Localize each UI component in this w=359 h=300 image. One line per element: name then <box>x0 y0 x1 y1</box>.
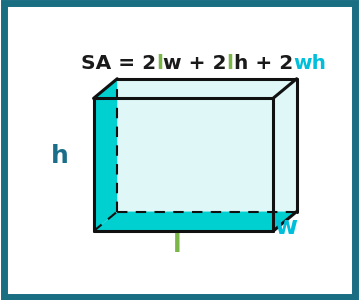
Text: w + 2: w + 2 <box>163 54 227 73</box>
Text: h + 2: h + 2 <box>234 54 293 73</box>
Polygon shape <box>273 79 297 231</box>
Text: l: l <box>173 233 181 257</box>
Text: l: l <box>227 54 234 73</box>
Polygon shape <box>94 79 117 231</box>
Text: l: l <box>156 54 163 73</box>
Polygon shape <box>94 98 273 231</box>
Text: h: h <box>51 144 69 168</box>
Polygon shape <box>94 79 297 98</box>
Text: SA = 2: SA = 2 <box>81 54 156 73</box>
Text: wh: wh <box>293 54 326 73</box>
Polygon shape <box>94 212 297 231</box>
Text: w: w <box>274 214 297 239</box>
